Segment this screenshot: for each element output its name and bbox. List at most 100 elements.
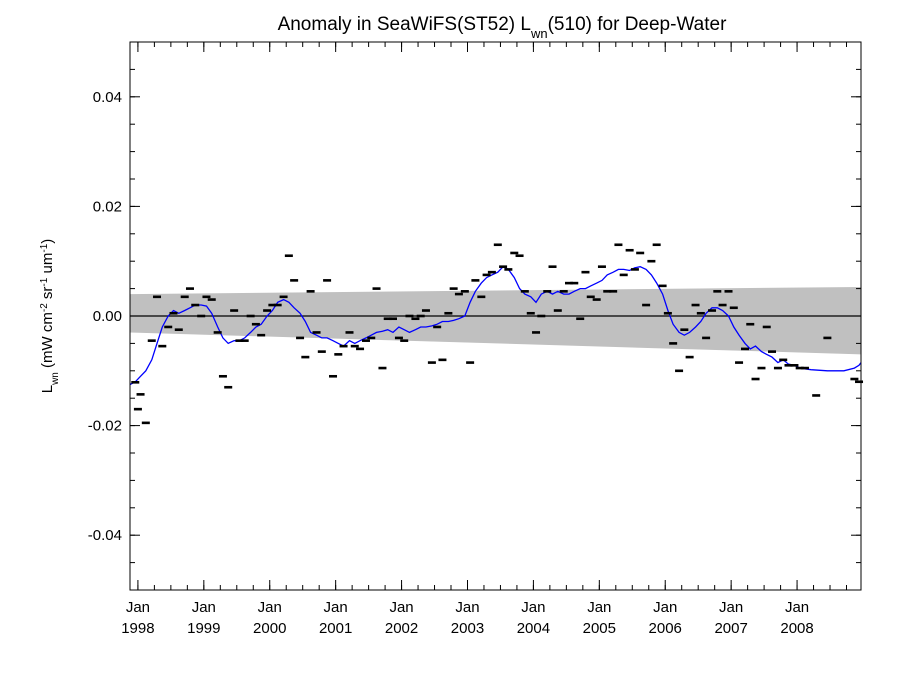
x-tick-year: 2005 <box>583 620 616 637</box>
x-tick-year: 2000 <box>253 620 286 637</box>
anomaly-point <box>350 344 359 348</box>
anomaly-point <box>284 254 293 258</box>
anomaly-point <box>735 361 744 364</box>
anomaly-point <box>471 279 480 282</box>
anomaly-point <box>603 290 612 293</box>
anomaly-point <box>427 361 436 364</box>
anomaly-point <box>757 366 766 370</box>
anomaly-point <box>696 311 705 315</box>
anomaly-point <box>669 342 678 345</box>
anomaly-point <box>581 270 590 274</box>
anomaly-point <box>191 303 200 307</box>
anomaly-point <box>526 311 535 315</box>
x-tick-month: Jan <box>719 599 743 616</box>
anomaly-point <box>235 339 244 342</box>
anomaly-point <box>592 298 601 301</box>
confidence-band-area <box>130 286 861 355</box>
smoothed-series-line <box>129 265 862 386</box>
anomaly-point <box>389 317 398 321</box>
anomaly-point <box>367 336 376 340</box>
x-tick-month: Jan <box>785 599 809 616</box>
anomaly-point <box>147 339 156 342</box>
anomaly-point <box>614 243 623 247</box>
anomaly-point <box>174 328 183 331</box>
anomaly-point <box>487 270 496 274</box>
anomaly-point <box>405 314 414 318</box>
anomaly-point <box>746 322 755 326</box>
anomaly-point <box>207 298 216 301</box>
anomaly-point <box>460 290 469 293</box>
anomaly-point <box>630 268 639 271</box>
y-tick-label: 0.02 <box>93 198 122 215</box>
anomaly-point <box>153 295 162 299</box>
anomaly-point <box>345 331 354 334</box>
anomaly-point <box>454 292 463 296</box>
anomaly-point <box>306 290 315 293</box>
anomaly-point <box>586 295 595 299</box>
y-axis-ticks: 0.04 0.02 0.00 -0.02 -0.04 <box>88 41 861 591</box>
anomaly-point <box>740 347 749 351</box>
anomaly-point <box>141 421 150 425</box>
anomaly-point <box>812 394 821 397</box>
anomaly-point <box>790 364 799 367</box>
anomaly-point <box>597 265 606 268</box>
anomaly-point <box>493 243 502 247</box>
y-tick-label: -0.04 <box>88 527 122 544</box>
x-tick-month: Jan <box>653 599 677 616</box>
x-tick-year: 2007 <box>714 620 747 637</box>
anomaly-point <box>800 366 809 370</box>
x-tick-month: Jan <box>126 599 150 616</box>
anomaly-point <box>729 306 738 310</box>
x-tick-month: Jan <box>521 599 545 616</box>
anomaly-point <box>421 309 430 312</box>
anomaly-point <box>553 309 562 312</box>
anomaly-point <box>466 361 475 364</box>
anomaly-point <box>724 290 733 293</box>
anomaly-point <box>795 366 804 370</box>
x-tick-month: Jan <box>455 599 479 616</box>
x-tick-year: 1998 <box>121 620 154 637</box>
anomaly-point <box>169 311 178 315</box>
anomaly-point <box>718 303 727 307</box>
anomaly-point <box>773 366 782 370</box>
x-tick-month: Jan <box>324 599 348 616</box>
anomaly-point <box>251 322 260 326</box>
anomaly-point <box>224 385 233 389</box>
anomaly-point <box>680 328 689 331</box>
y-tick-label: 0.00 <box>93 308 122 325</box>
anomaly-point <box>444 311 453 315</box>
anomaly-point <box>482 273 491 277</box>
anomaly-point <box>378 366 387 370</box>
anomaly-point <box>520 290 529 293</box>
anomaly-point <box>768 350 777 353</box>
anomaly-point <box>317 350 326 353</box>
anomaly-point <box>658 284 667 288</box>
anomaly-point <box>685 355 694 359</box>
anomaly-point <box>411 317 420 321</box>
anomaly-point <box>279 295 288 299</box>
chart-title: Anomaly in SeaWiFS(ST52) Lwn(510) for De… <box>278 14 728 41</box>
anomaly-point <box>619 273 628 277</box>
anomaly-point <box>708 309 717 312</box>
x-axis-ticks: Jan 1998 Jan 1999 Jan 2000 Jan 2001 Jan 2002 Jan 20… <box>121 42 847 637</box>
anomaly-point <box>433 325 442 329</box>
anomaly-point <box>394 336 403 340</box>
anomaly-point <box>823 336 832 340</box>
anomaly-point <box>197 314 206 318</box>
monthly-anomaly-series <box>131 243 864 425</box>
anomaly-point <box>202 295 211 299</box>
anomaly-point <box>213 331 222 334</box>
anomaly-point <box>779 358 788 362</box>
y-tick-label: -0.02 <box>88 418 122 435</box>
anomaly-point <box>702 336 711 340</box>
x-tick-month: Jan <box>192 599 216 616</box>
confidence-band <box>130 286 861 355</box>
anomaly-point <box>158 344 167 348</box>
anomaly-point <box>564 281 573 285</box>
anomaly-point <box>257 333 266 337</box>
x-tick-month: Jan <box>389 599 413 616</box>
anomaly-point <box>356 347 365 351</box>
x-tick-year: 2008 <box>780 620 813 637</box>
anomaly-point <box>548 265 557 268</box>
